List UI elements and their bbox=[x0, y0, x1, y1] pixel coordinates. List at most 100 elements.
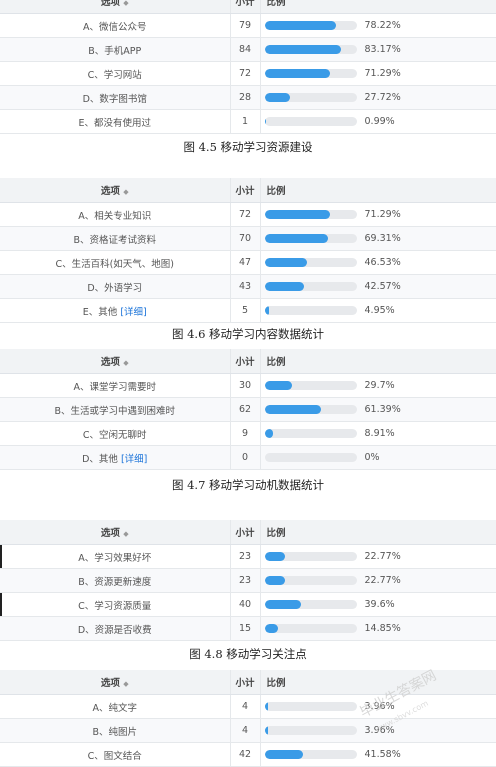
count-cell: 62 bbox=[229, 397, 261, 422]
option-cell: C、生活百科(如天气、地图) bbox=[0, 250, 230, 275]
option-cell: A、学习效果好坏 bbox=[0, 544, 230, 569]
progress-fill bbox=[264, 93, 290, 102]
table-row: A、课堂学习需要时 30 29.7% bbox=[0, 373, 496, 398]
sort-icon[interactable]: ◆ bbox=[123, 680, 129, 688]
percent-label: 0.99% bbox=[364, 116, 395, 127]
progress-bar bbox=[264, 624, 357, 633]
percent-label: 46.53% bbox=[364, 257, 401, 268]
ratio-header: 比例 bbox=[260, 178, 496, 203]
count-header: 小计 bbox=[229, 0, 261, 14]
progress-bar bbox=[264, 117, 357, 126]
option-label: D、资源是否收费 bbox=[77, 624, 152, 636]
option-label: B、生活或学习中遇到困难时 bbox=[54, 405, 176, 417]
option-label: D、数字图书馆 bbox=[82, 93, 147, 105]
table-body: A、纯文字 4 3.96% B、纯图片 4 3.96% C、图文结合 42 41.58% bbox=[0, 694, 496, 767]
ratio-header: 比例 bbox=[260, 520, 496, 545]
figure-caption: 图 4.6 移动学习内容数据统计 bbox=[171, 327, 325, 341]
progress-bar bbox=[264, 210, 357, 219]
count-cell: 43 bbox=[229, 274, 261, 299]
progress-fill bbox=[264, 306, 270, 315]
progress-bar bbox=[264, 45, 357, 54]
ratio-cell: 46.53% bbox=[260, 250, 496, 275]
count-cell: 9 bbox=[229, 421, 261, 446]
progress-fill bbox=[264, 117, 266, 126]
ratio-cell: 22.77% bbox=[260, 568, 496, 593]
progress-bar bbox=[264, 750, 357, 759]
sort-icon[interactable]: ◆ bbox=[123, 359, 129, 367]
count-header: 小计 bbox=[229, 178, 261, 203]
option-cell: B、纯图片 bbox=[0, 718, 230, 743]
progress-bar bbox=[264, 93, 357, 102]
table-row: B、资格证考试资料 70 69.31% bbox=[0, 226, 496, 251]
progress-bar bbox=[264, 234, 357, 243]
option-cell: E、其他 [详细] bbox=[0, 298, 230, 323]
details-link[interactable]: [详细] bbox=[120, 306, 147, 318]
table-header: 选项 ◆ 小计 比例 bbox=[0, 349, 496, 374]
option-label: A、相关专业知识 bbox=[78, 210, 152, 222]
option-cell: B、资格证考试资料 bbox=[0, 226, 230, 251]
option-cell: D、资源是否收费 bbox=[0, 616, 230, 641]
ratio-cell: 8.91% bbox=[260, 421, 496, 446]
count-cell: 4 bbox=[229, 718, 261, 743]
percent-label: 39.6% bbox=[364, 599, 395, 610]
option-label: A、纯文字 bbox=[92, 702, 138, 714]
table-row: B、资源更新速度 23 22.77% bbox=[0, 568, 496, 593]
count-cell: 15 bbox=[229, 616, 261, 641]
table-row: A、微信公众号 79 78.22% bbox=[0, 13, 496, 38]
table-header: 选项 ◆ 小计 比例 bbox=[0, 520, 496, 545]
survey-table-5: 选项 ◆ 小计 比例 A、纯文字 4 3.96% B、纯图片 4 3.96% C、图文结合 4… bbox=[0, 670, 496, 767]
option-cell: B、生活或学习中遇到困难时 bbox=[0, 397, 230, 422]
option-cell: C、学习网站 bbox=[0, 61, 230, 86]
sort-icon[interactable]: ◆ bbox=[123, 0, 129, 7]
progress-fill bbox=[264, 282, 304, 291]
percent-label: 61.39% bbox=[364, 404, 401, 415]
count-cell: 70 bbox=[229, 226, 261, 251]
survey-table-2: 选项 ◆ 小计 比例 A、相关专业知识 72 71.29% B、资格证考试资料 70 69… bbox=[0, 178, 496, 323]
percent-label: 29.7% bbox=[364, 380, 395, 391]
count-header: 小计 bbox=[229, 520, 261, 545]
table-header: 选项 ◆ 小计 比例 bbox=[0, 178, 496, 203]
ratio-cell: 71.29% bbox=[260, 202, 496, 227]
progress-fill bbox=[264, 624, 279, 633]
percent-label: 27.72% bbox=[364, 92, 401, 103]
option-header[interactable]: 选项 ◆ bbox=[0, 670, 230, 695]
option-header[interactable]: 选项 ◆ bbox=[0, 0, 230, 14]
table-row: B、纯图片 4 3.96% bbox=[0, 718, 496, 743]
option-label: A、课堂学习需要时 bbox=[73, 381, 157, 393]
percent-label: 69.31% bbox=[364, 233, 401, 244]
option-cell: E、都没有使用过 bbox=[0, 109, 230, 134]
option-cell: A、相关专业知识 bbox=[0, 202, 230, 227]
percent-label: 22.77% bbox=[364, 575, 401, 586]
sort-icon[interactable]: ◆ bbox=[123, 188, 129, 196]
progress-bar bbox=[264, 702, 357, 711]
option-header[interactable]: 选项 ◆ bbox=[0, 520, 230, 545]
ratio-cell: 3.96% bbox=[260, 718, 496, 743]
option-cell: A、课堂学习需要时 bbox=[0, 373, 230, 398]
figure-caption: 图 4.8 移动学习关注点 bbox=[189, 647, 307, 661]
progress-fill bbox=[264, 702, 269, 711]
ratio-cell: 39.6% bbox=[260, 592, 496, 617]
progress-bar bbox=[264, 453, 357, 462]
option-header[interactable]: 选项 ◆ bbox=[0, 178, 230, 203]
option-cell: C、空闲无聊时 bbox=[0, 421, 230, 446]
percent-label: 41.58% bbox=[364, 749, 401, 760]
progress-fill bbox=[264, 381, 292, 390]
option-cell: C、学习资源质量 bbox=[0, 592, 230, 617]
table-header: 选项 ◆ 小计 比例 bbox=[0, 670, 496, 695]
details-link[interactable]: [详细] bbox=[120, 453, 148, 465]
progress-fill bbox=[264, 258, 308, 267]
figure-caption: 图 4.7 移动学习动机数据统计 bbox=[171, 478, 325, 492]
option-label: C、生活百科(如天气、地图) bbox=[55, 258, 175, 270]
option-label: B、手机APP bbox=[88, 45, 142, 57]
progress-bar bbox=[264, 381, 357, 390]
option-header[interactable]: 选项 ◆ bbox=[0, 349, 230, 374]
option-label: A、微信公众号 bbox=[83, 21, 147, 33]
sort-icon[interactable]: ◆ bbox=[123, 530, 129, 538]
progress-fill bbox=[264, 576, 286, 585]
option-label: B、纯图片 bbox=[92, 726, 138, 738]
ratio-cell: 71.29% bbox=[260, 61, 496, 86]
progress-fill bbox=[264, 405, 321, 414]
progress-bar bbox=[264, 282, 357, 291]
table-body: A、相关专业知识 72 71.29% B、资格证考试资料 70 69.31% C、生活百科(… bbox=[0, 202, 496, 323]
percent-label: 78.22% bbox=[364, 20, 401, 31]
